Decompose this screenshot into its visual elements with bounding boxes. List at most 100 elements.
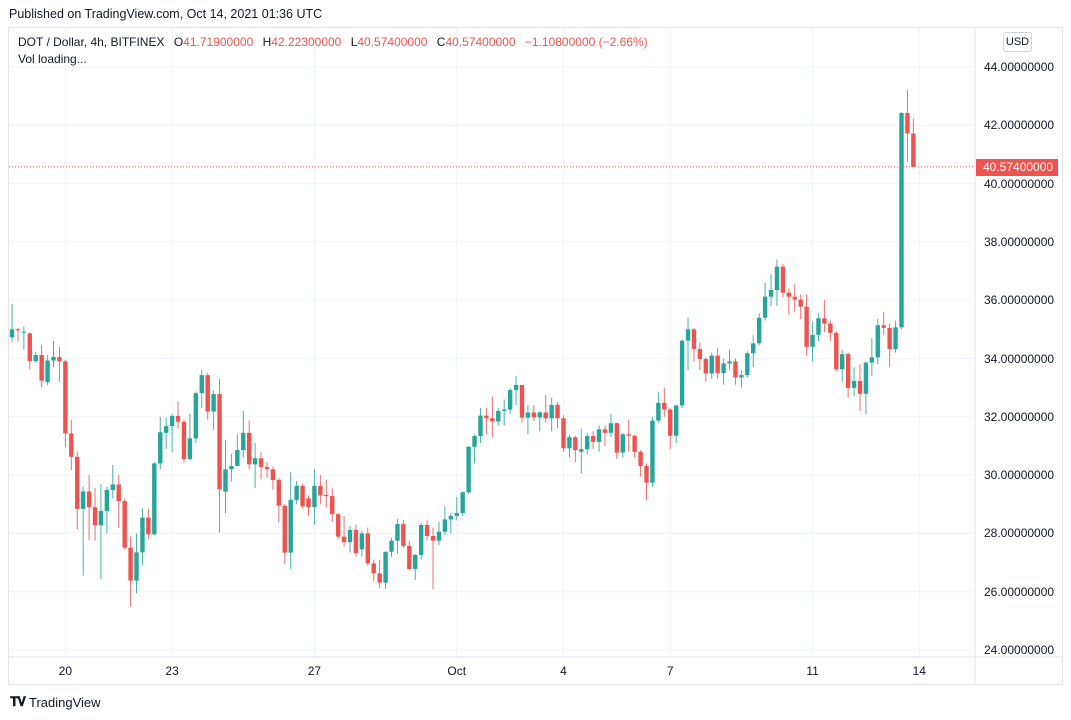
candle[interactable] bbox=[851, 367, 857, 397]
candle[interactable] bbox=[335, 512, 341, 540]
candle[interactable] bbox=[638, 450, 643, 477]
candle[interactable] bbox=[45, 355, 50, 386]
candle[interactable] bbox=[774, 259, 780, 307]
candle[interactable] bbox=[567, 434, 572, 458]
candle[interactable] bbox=[573, 435, 578, 462]
candle[interactable] bbox=[608, 413, 614, 438]
candle[interactable] bbox=[756, 313, 762, 346]
candle[interactable] bbox=[430, 527, 436, 590]
candle[interactable] bbox=[407, 540, 412, 570]
candle[interactable] bbox=[27, 332, 32, 370]
candle[interactable] bbox=[282, 504, 287, 565]
candle[interactable] bbox=[525, 405, 531, 435]
candle[interactable] bbox=[460, 491, 465, 516]
candle[interactable] bbox=[543, 394, 548, 423]
candle[interactable] bbox=[472, 434, 477, 464]
candle[interactable] bbox=[644, 463, 649, 500]
candle[interactable] bbox=[223, 440, 228, 513]
candle[interactable] bbox=[211, 390, 216, 430]
candle[interactable] bbox=[300, 483, 305, 509]
candle[interactable] bbox=[703, 357, 709, 382]
candle[interactable] bbox=[632, 434, 637, 458]
candle[interactable] bbox=[92, 488, 98, 541]
candle[interactable] bbox=[110, 464, 116, 499]
candle[interactable] bbox=[585, 432, 590, 455]
candle[interactable] bbox=[810, 322, 815, 362]
candle[interactable] bbox=[662, 387, 667, 417]
candle[interactable] bbox=[840, 349, 845, 382]
candle[interactable] bbox=[39, 345, 44, 388]
candle[interactable] bbox=[816, 313, 821, 342]
candle[interactable] bbox=[134, 533, 139, 594]
candle[interactable] bbox=[590, 431, 596, 449]
candle[interactable] bbox=[519, 384, 525, 423]
candle[interactable] bbox=[330, 488, 335, 522]
candle[interactable] bbox=[241, 410, 246, 458]
candle[interactable] bbox=[152, 461, 157, 536]
candle[interactable] bbox=[187, 413, 193, 461]
candle[interactable] bbox=[881, 311, 886, 336]
candle[interactable] bbox=[294, 480, 299, 505]
candle[interactable] bbox=[490, 396, 495, 438]
candle[interactable] bbox=[822, 300, 827, 333]
candle[interactable] bbox=[365, 527, 370, 566]
candle[interactable] bbox=[709, 352, 714, 379]
candle[interactable] bbox=[318, 475, 323, 505]
candle[interactable] bbox=[691, 327, 697, 362]
candle[interactable] bbox=[383, 551, 388, 589]
candle[interactable] bbox=[235, 434, 240, 467]
candle[interactable] bbox=[57, 346, 62, 382]
candle[interactable] bbox=[264, 461, 270, 479]
candle[interactable] bbox=[507, 388, 513, 414]
candle[interactable] bbox=[768, 273, 774, 307]
candle[interactable] bbox=[798, 294, 803, 320]
candle[interactable] bbox=[733, 358, 738, 385]
candle[interactable] bbox=[306, 495, 311, 516]
candle[interactable] bbox=[496, 408, 501, 426]
candle[interactable] bbox=[893, 320, 898, 353]
candle[interactable] bbox=[715, 348, 720, 379]
candle[interactable] bbox=[75, 451, 80, 530]
currency-button[interactable]: USD bbox=[1003, 32, 1032, 52]
candle[interactable] bbox=[786, 288, 792, 315]
candle[interactable] bbox=[561, 415, 566, 452]
candle[interactable] bbox=[247, 420, 252, 470]
candle[interactable] bbox=[656, 392, 661, 423]
candle[interactable] bbox=[739, 370, 744, 388]
candle[interactable] bbox=[169, 413, 175, 453]
candle[interactable] bbox=[721, 358, 726, 385]
candle[interactable] bbox=[15, 327, 21, 342]
candle[interactable] bbox=[341, 515, 347, 547]
candle[interactable] bbox=[762, 282, 768, 321]
candle[interactable] bbox=[140, 508, 145, 566]
candle[interactable] bbox=[845, 352, 851, 398]
candle[interactable] bbox=[21, 326, 27, 350]
candle[interactable] bbox=[122, 498, 127, 550]
candle[interactable] bbox=[857, 364, 863, 411]
candle[interactable] bbox=[804, 294, 809, 356]
candle[interactable] bbox=[501, 399, 507, 426]
candle[interactable] bbox=[116, 475, 121, 528]
candle[interactable] bbox=[751, 335, 756, 368]
candle[interactable] bbox=[217, 378, 222, 533]
candle[interactable] bbox=[270, 466, 276, 490]
candle[interactable] bbox=[673, 405, 679, 444]
candle[interactable] bbox=[454, 496, 459, 521]
candle[interactable] bbox=[371, 559, 376, 581]
candle[interactable] bbox=[626, 419, 631, 452]
candle[interactable] bbox=[413, 553, 418, 581]
candle[interactable] bbox=[418, 523, 424, 560]
candle[interactable] bbox=[679, 339, 685, 409]
candle[interactable] bbox=[199, 370, 204, 409]
candle[interactable] bbox=[668, 408, 673, 449]
candle[interactable] bbox=[98, 483, 104, 580]
candle[interactable] bbox=[424, 520, 430, 541]
candle[interactable] bbox=[86, 475, 92, 541]
candle[interactable] bbox=[324, 479, 329, 508]
candle[interactable] bbox=[875, 319, 880, 365]
candle[interactable] bbox=[377, 559, 382, 589]
candle[interactable] bbox=[899, 112, 904, 330]
candle[interactable] bbox=[555, 402, 560, 429]
candle[interactable] bbox=[745, 351, 750, 378]
candle[interactable] bbox=[442, 505, 448, 535]
